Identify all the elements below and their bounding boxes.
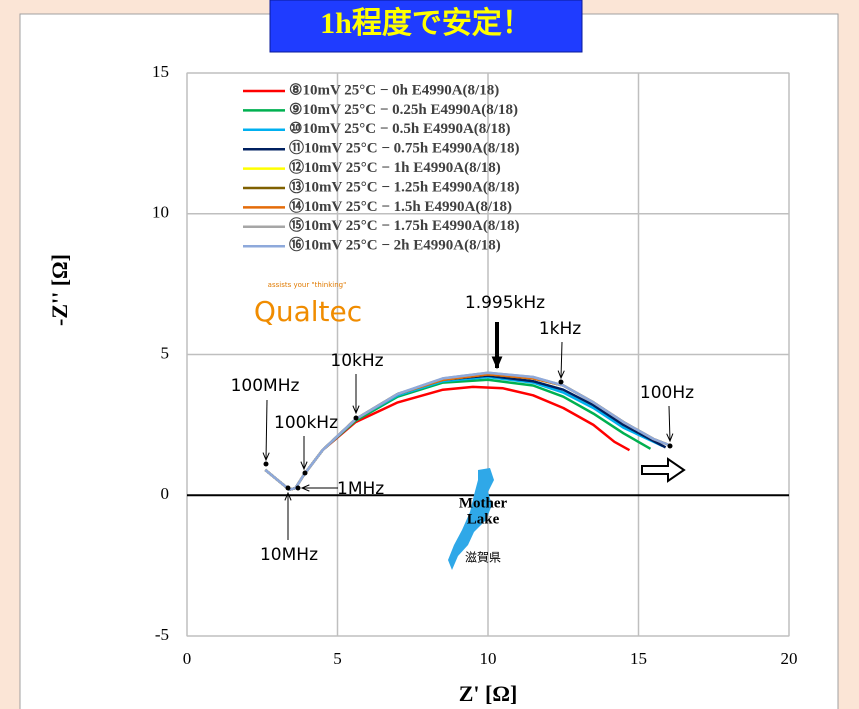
arrow-head xyxy=(491,356,503,370)
frequency-point xyxy=(558,379,564,385)
legend-label: ⑨10mV 25°C − 0.25h E4990A(8/18) xyxy=(289,102,518,118)
series-group: ⑧10mV 25°C − 0h E4990A(8/18) ⑨10mV 25°C −… xyxy=(243,82,673,491)
y-tick-label: 0 xyxy=(161,484,170,503)
frequency-point xyxy=(353,415,359,421)
y-axis-label: -Z'' [Ω] xyxy=(47,254,72,326)
y-tick-label: 15 xyxy=(152,62,169,81)
banner: 1h程度で安定！ xyxy=(320,6,532,40)
legend-label: ⑪10mV 25°C − 0.75h E4990A(8/18) xyxy=(289,139,520,157)
annotation: 1MHz xyxy=(337,479,384,499)
legend-label: ⑮10mV 25°C − 1.75h E4990A(8/18) xyxy=(289,216,520,234)
banner-box xyxy=(269,0,583,53)
lake-text: Lake xyxy=(467,511,500,527)
arrow-head xyxy=(284,491,292,501)
overlay: assists your "thinking" Qualtec Mother L… xyxy=(231,281,694,570)
grid: 0 5 10 15 20 -5 0 5 10 15 xyxy=(152,62,798,668)
direction-arrow xyxy=(641,457,686,483)
annotation: 1.995kHz xyxy=(465,293,545,313)
legend-label: ⑩10mV 25°C − 0.5h E4990A(8/18) xyxy=(289,121,510,137)
annotation: 100MHz xyxy=(231,376,300,396)
arrow-head xyxy=(300,461,308,471)
annotation: 10kHz xyxy=(330,351,383,371)
legend-label: ⑭10mV 25°C − 1.5h E4990A(8/18) xyxy=(289,197,512,215)
y-tick-label: 10 xyxy=(152,203,169,222)
x-tick-label: 10 xyxy=(480,649,497,668)
legend-label: ⑫10mV 25°C − 1h E4990A(8/18) xyxy=(289,158,501,176)
annotation: 100kHz xyxy=(274,413,338,433)
annotation-arrow xyxy=(265,399,268,461)
arrow-head xyxy=(666,433,674,443)
legend-label: ⑧10mV 25°C − 0h E4990A(8/18) xyxy=(289,82,499,98)
logo-tagline: assists your "thinking" xyxy=(268,281,347,289)
annotation: 100Hz xyxy=(640,383,694,403)
frequency-point xyxy=(295,485,301,491)
annotation-arrow xyxy=(668,405,671,442)
x-tick-label: 20 xyxy=(781,649,798,668)
frequency-point xyxy=(285,485,291,491)
frequency-point xyxy=(302,470,308,476)
prefecture: 滋賀県 xyxy=(465,551,501,565)
arrow-head xyxy=(262,452,270,462)
annotation-arrow xyxy=(560,341,563,379)
legend-label: ⑬10mV 25°C − 1.25h E4990A(8/18) xyxy=(289,177,520,195)
series-line xyxy=(264,371,673,491)
x-tick-label: 0 xyxy=(183,649,192,668)
x-tick-label: 5 xyxy=(333,649,342,668)
legend-label: ⑯10mV 25°C − 2h E4990A(8/18) xyxy=(289,236,501,254)
arrow-head xyxy=(352,405,360,415)
arrow-head xyxy=(557,370,565,380)
y-tick-label: -5 xyxy=(155,625,169,644)
frequency-point xyxy=(263,461,269,467)
lake-shape xyxy=(448,468,494,570)
logo: Qualtec xyxy=(254,295,362,328)
x-tick-label: 15 xyxy=(630,649,647,668)
frequency-point xyxy=(667,443,673,449)
arrow-head xyxy=(300,484,310,492)
lake-text: Mother xyxy=(459,495,508,511)
annotation: 10MHz xyxy=(260,545,318,565)
annotation: 1kHz xyxy=(539,319,581,339)
x-axis-label: Z' [Ω] xyxy=(459,681,518,706)
y-tick-label: 5 xyxy=(161,343,170,362)
